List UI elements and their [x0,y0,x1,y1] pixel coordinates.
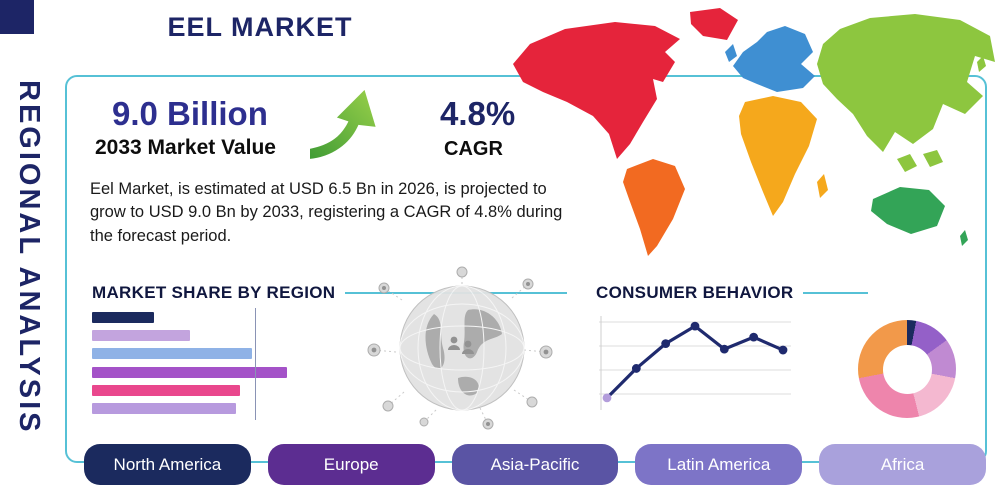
continent-south-america [623,159,685,256]
bar-segment [92,402,237,414]
bar-chart [92,308,287,420]
line-point [661,339,671,348]
region-button-asia-pacific[interactable]: Asia-Pacific [451,444,619,485]
island-new-zealand [960,230,968,246]
cagr-label: CAGR [444,138,503,160]
bar-segment [92,312,155,323]
sidebar-vertical-title: REGIONAL ANALYSIS [13,80,45,435]
consumer-behavior-heading-text: CONSUMER BEHAVIOR [596,283,794,302]
island-greenland [690,8,738,40]
region-buttons-row: North America Europe Asia-Pacific Latin … [84,444,986,485]
line-point [631,364,641,373]
bar-segment [92,366,287,378]
region-button-europe[interactable]: Europe [267,444,435,485]
bar-segment [92,384,241,396]
line-point [690,321,700,331]
market-value-label: 2033 Market Value [95,136,276,159]
island-japan [977,56,986,72]
region-button-africa[interactable]: Africa [819,444,986,485]
continent-europe [733,26,815,92]
region-button-latin-america[interactable]: Latin America [635,444,803,485]
market-description: Eel Market, is estimated at USD 6.5 Bn i… [90,180,563,245]
bar-segment [92,348,252,360]
region-button-north-america[interactable]: North America [84,444,251,485]
bar-segment [92,330,190,342]
island-indonesia-west [897,154,917,172]
line-point [719,344,729,354]
island-madagascar [817,174,828,198]
market-value-stat: 9.0 Billion [112,95,268,132]
line-chart-svg [599,316,791,410]
growth-arrow-icon [308,86,379,162]
world-map [513,8,995,256]
continent-africa [739,96,817,216]
page-title: EEL MARKET [167,12,353,42]
island-uk [725,44,737,62]
line-point [778,345,788,355]
cagr-stat: 4.8% [440,95,516,132]
line-point [749,332,759,342]
heading-rule-line [803,292,868,294]
island-indonesia-east [923,150,943,167]
continent-asia [817,14,995,152]
continent-australia [871,187,945,234]
globe-network-graphic [367,266,553,430]
continent-north-america [513,22,680,159]
donut-chart [858,320,956,418]
market-share-heading-text: MARKET SHARE BY REGION [92,283,336,302]
bar-chart-axis-line [255,308,256,420]
corner-accent-square [0,0,34,34]
section-heading-consumer-behavior: CONSUMER BEHAVIOR [596,283,868,303]
line-point [602,393,612,403]
